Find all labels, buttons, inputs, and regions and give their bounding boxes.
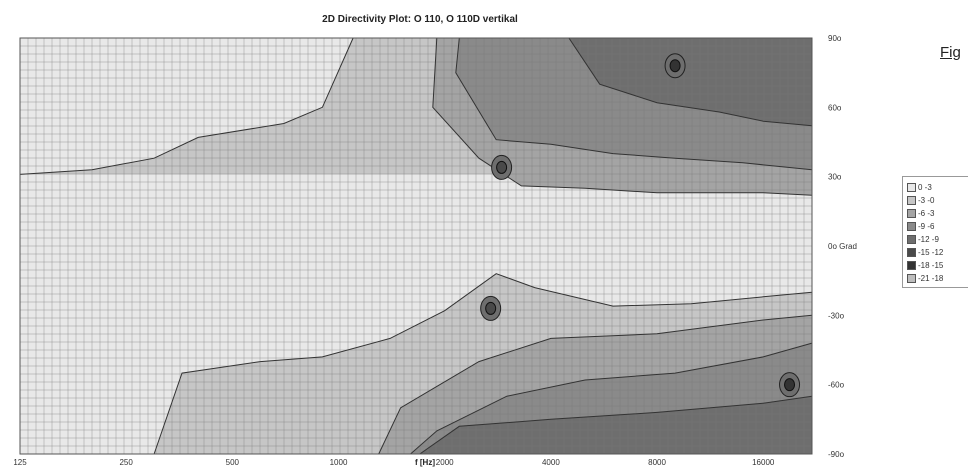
legend-swatch bbox=[907, 260, 916, 270]
contour-band-upper-4 bbox=[568, 38, 812, 126]
legend-item: -15 -12 bbox=[907, 246, 943, 258]
legend-item: -3 -0 bbox=[907, 194, 934, 206]
contour-line-6 bbox=[378, 314, 813, 455]
contour-line-7 bbox=[410, 342, 813, 455]
chart-title: 2D Directivity Plot: O 110, O 110D verti… bbox=[322, 14, 518, 25]
y-tick-label: 0o Grad bbox=[828, 242, 857, 251]
legend-label: -21 -18 bbox=[918, 273, 944, 283]
legend-label: -3 -0 bbox=[918, 195, 935, 205]
legend-label: -15 -12 bbox=[918, 247, 944, 257]
y-tick-label: 90o bbox=[828, 34, 842, 43]
x-tick-label: 125 bbox=[13, 458, 27, 467]
y-tick-label: -90o bbox=[828, 450, 845, 459]
legend-swatch bbox=[907, 195, 916, 205]
legend-swatch bbox=[907, 273, 916, 283]
x-tick-label: 4000 bbox=[542, 458, 560, 467]
legend-item: -9 -6 bbox=[907, 220, 934, 232]
y-tick-label: -60o bbox=[828, 381, 845, 390]
contour-line-8 bbox=[419, 395, 813, 455]
legend-item: 0 -3 bbox=[907, 181, 932, 193]
legend: 0 -3 -3 -0 -6 -3 -9 -6 -12 -9 -15 -12 -18 -15 -… bbox=[902, 176, 968, 288]
contour-line-3 bbox=[455, 37, 813, 171]
x-tick-label: 250 bbox=[119, 458, 133, 467]
legend-swatch bbox=[907, 182, 916, 192]
contour-line-5 bbox=[153, 273, 813, 455]
contour-spot-inner-3 bbox=[669, 59, 681, 73]
contour-spot-inner-2 bbox=[485, 301, 497, 315]
legend-swatch bbox=[907, 221, 916, 231]
legend-swatch bbox=[907, 208, 916, 218]
x-tick-label: 2000 bbox=[436, 458, 454, 467]
figure-label: Fig bbox=[940, 44, 961, 61]
legend-item: -21 -18 bbox=[907, 272, 943, 284]
y-tick-label: 60o bbox=[828, 103, 842, 112]
legend-swatch bbox=[907, 234, 916, 244]
contour-line-4 bbox=[568, 37, 813, 127]
x-tick-label: 500 bbox=[226, 458, 240, 467]
contour-spot-inner-1 bbox=[496, 160, 508, 174]
legend-item: -18 -15 bbox=[907, 259, 943, 271]
x-tick-label: 8000 bbox=[648, 458, 666, 467]
legend-label: 0 -3 bbox=[918, 182, 932, 192]
contour-line-1 bbox=[19, 37, 354, 175]
y-tick-label: -30o bbox=[828, 311, 845, 320]
legend-label: -18 -15 bbox=[918, 260, 944, 270]
legend-item: -12 -9 bbox=[907, 233, 939, 245]
legend-swatch bbox=[907, 247, 916, 257]
contour-line-2 bbox=[432, 37, 813, 196]
contour-spot-inner-4 bbox=[784, 378, 796, 392]
y-tick-label: 30o bbox=[828, 173, 842, 182]
x-tick-label: 16000 bbox=[752, 458, 775, 467]
contour-band-lower-4 bbox=[419, 396, 812, 454]
legend-label: -12 -9 bbox=[918, 234, 939, 244]
x-axis-label: f [Hz] bbox=[415, 458, 435, 467]
legend-label: -6 -3 bbox=[918, 208, 935, 218]
x-tick-label: 1000 bbox=[330, 458, 348, 467]
legend-label: -9 -6 bbox=[918, 221, 935, 231]
legend-item: -6 -3 bbox=[907, 207, 934, 219]
